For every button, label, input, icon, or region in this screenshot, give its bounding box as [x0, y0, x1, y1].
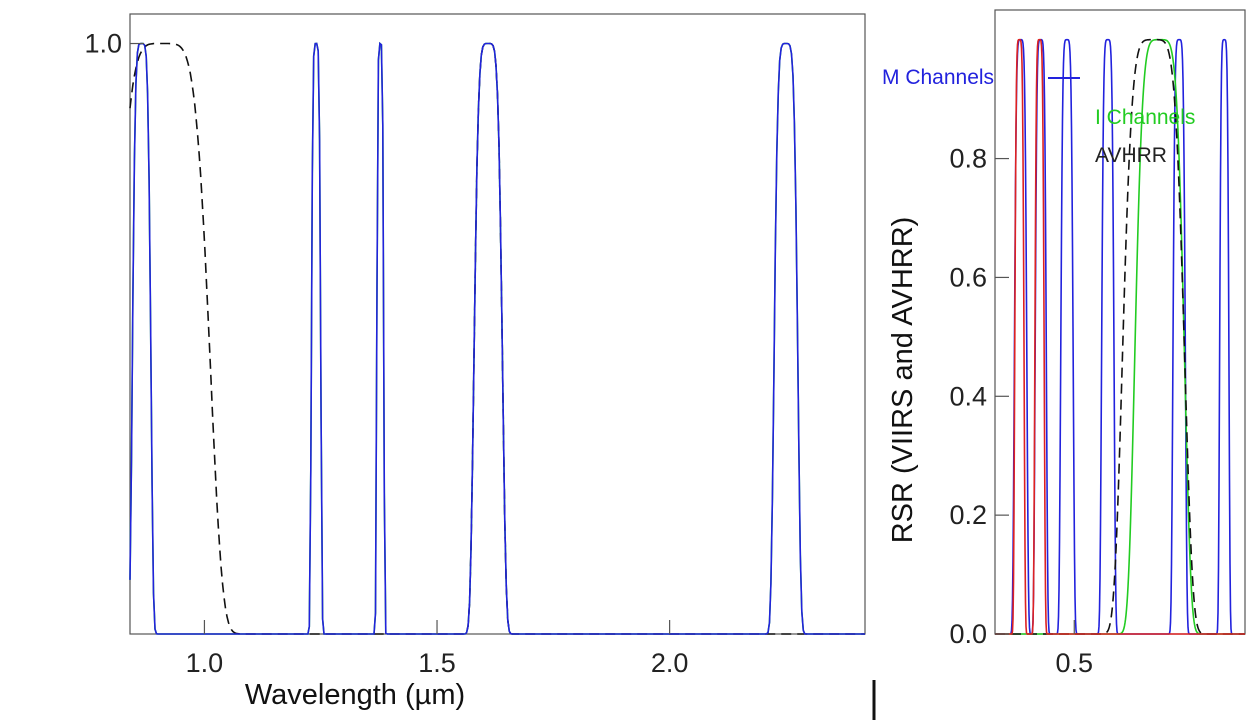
left-x-ticks: 1.0 1.5 2.0 [186, 620, 689, 678]
right-series-group [995, 38, 1245, 635]
left-y-ticks: 1.0 [84, 29, 144, 59]
right-y-tick-label-0: 0.0 [949, 619, 987, 649]
left-x-tick-label-0: 1.0 [186, 648, 224, 678]
left-y-tick-label-0: 1.0 [84, 29, 122, 59]
right-y-tick-label-3: 0.6 [949, 262, 987, 292]
left-series-group [129, 41, 865, 635]
right-series-line-2 [995, 38, 1245, 635]
left-x-tick-label-1: 1.5 [418, 648, 456, 678]
right-y-tick-label-4: 0.8 [949, 144, 987, 174]
right-y-axis-title: RSR (VIIRS and AVHRR) [887, 217, 919, 544]
left-plot-frame [129, 13, 866, 635]
right-x-ticks: 0.5 [1055, 620, 1093, 678]
left-x-axis-title: Wavelength (µm) [245, 679, 465, 711]
right-panel: 0.0 0.2 0.4 0.6 0.8 0.5 RSR (VIIRS and AVHRR… [882, 9, 1246, 678]
legend-label-m-channels: M Channels [882, 66, 994, 89]
right-y-ticks: 0.0 0.2 0.4 0.6 0.8 [949, 144, 1009, 649]
right-series-line-3 [995, 38, 1245, 635]
left-x-tick-label-2: 2.0 [651, 648, 689, 678]
left-series-line-2 [129, 41, 865, 635]
legend: M Channels I Channels AVHRR [882, 66, 1195, 167]
legend-label-avhrr: AVHRR [1095, 144, 1167, 167]
right-x-tick-label-0: 0.5 [1055, 648, 1093, 678]
right-y-tick-label-1: 0.2 [949, 500, 987, 530]
left-panel: 1.0 1.5 2.0 1.0 Wavelength (µm) [84, 13, 866, 711]
legend-label-i-channels: I Channels [1095, 106, 1195, 129]
right-y-tick-label-2: 0.4 [949, 381, 987, 411]
